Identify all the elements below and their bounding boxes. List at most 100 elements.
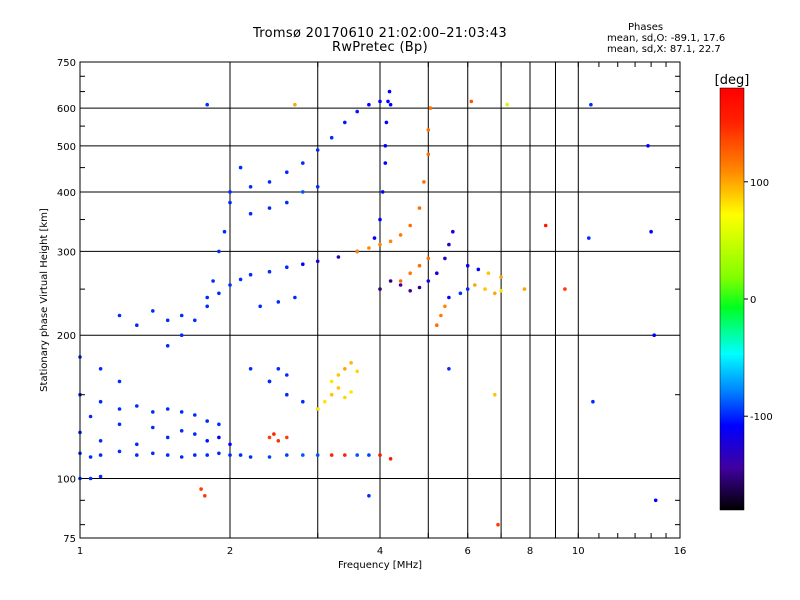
data-point [383,144,388,148]
data-point [378,99,382,104]
y-tick-label: 600 [57,104,76,115]
data-point [343,395,347,400]
data-point [388,279,393,283]
data-point [349,390,353,394]
data-point [228,283,232,287]
x-tick-label: 2 [227,546,233,557]
data-point [499,275,503,279]
data-point [439,313,443,318]
data-point [378,287,382,291]
y-axis-label: Stationary phase Virtual Height [km] [39,208,50,392]
data-point [165,318,170,323]
phase-stats-x-mode: mean, sd,X: 87.1, 22.7 [607,44,721,55]
data-point [355,453,360,457]
data-point [199,487,203,491]
data-point [417,263,422,268]
data-point [646,144,650,148]
data-point [205,439,209,443]
data-point [435,271,439,276]
data-point [248,272,253,277]
data-point [591,399,595,404]
data-point [98,399,103,404]
data-point [193,453,197,457]
data-point [301,399,305,404]
data-point [408,271,413,276]
data-point [179,313,184,318]
data-point [315,185,320,189]
y-tick-label: 750 [57,58,76,69]
data-point [469,99,474,104]
data-point [476,267,481,272]
data-point [386,99,390,104]
data-point [398,233,403,237]
data-point [238,165,243,170]
data-point [649,229,653,234]
data-point [88,455,93,459]
data-point [117,449,122,454]
data-point [349,361,353,365]
data-point [88,476,93,481]
data-point [285,200,289,205]
data-point [329,453,334,457]
data-point [165,407,170,411]
data-point [315,407,320,411]
data-point [447,367,451,371]
data-point [135,323,139,328]
data-point [285,392,289,397]
data-point [248,367,253,371]
data-point [543,223,548,228]
data-point [388,457,393,461]
data-point [378,217,382,222]
data-point [372,236,377,240]
data-point [205,295,209,300]
data-point [384,120,389,125]
data-point [493,392,497,397]
data-point [435,323,439,328]
data-point [276,439,281,443]
x-tick-label: 4 [377,546,383,557]
phase-stats-heading: Phases [628,22,664,33]
data-point [117,313,122,318]
data-point [228,453,232,457]
x-tick-label: 1 [77,546,83,557]
data-point [426,256,431,261]
data-point [343,367,347,371]
data-point [267,455,272,459]
data-point [248,185,253,189]
data-point [329,135,334,140]
data-point [276,300,281,304]
data-point [228,200,232,205]
data-point [217,435,221,440]
data-point [217,422,221,427]
x-tick-label: 8 [527,546,533,557]
data-point [179,429,184,433]
data-point [293,102,297,107]
colorbar-ticks: 100 0 -100 [744,178,773,423]
data-point [301,190,305,194]
data-point [443,256,447,261]
data-point [323,399,327,404]
data-point [388,102,393,107]
x-tick-label: 16 [674,546,687,557]
data-point [193,318,197,323]
data-point [217,451,221,456]
data-point [522,287,527,291]
data-point [98,439,103,443]
data-point [135,453,139,457]
data-point [117,407,122,411]
y-tick-label: 200 [57,331,76,342]
data-point [315,259,320,264]
y-tick-label: 100 [57,475,76,486]
data-point [228,190,232,194]
y-tick-label: 400 [57,188,76,199]
data-point [258,304,263,309]
data-point [179,455,184,459]
data-point [378,242,382,247]
data-point [483,287,487,291]
data-point [301,161,305,165]
data-point [447,242,451,247]
data-point [193,413,197,417]
data-point [238,453,243,457]
data-point [343,120,347,125]
data-point [388,239,393,244]
